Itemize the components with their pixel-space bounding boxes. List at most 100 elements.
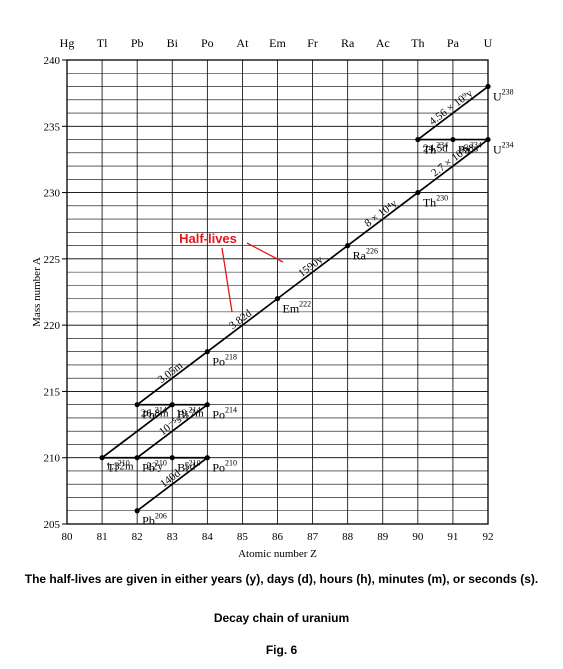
decay-line: [101, 404, 173, 459]
nuclide-label: Th230: [423, 194, 448, 210]
y-tick-label: 220: [44, 320, 61, 332]
annotation-pointer: [246, 242, 284, 263]
y-axis: 205 210 215 220 225 230 235 240: [44, 55, 67, 531]
grid: [67, 60, 488, 524]
nuclide-point: [345, 243, 351, 249]
x-axis: 80 81 82 83 84 85 86 87 88 89 90 91 92: [62, 531, 494, 543]
nuclide-point: [134, 455, 140, 461]
decay-line: [276, 244, 349, 300]
nuclide-label: U234: [493, 141, 514, 157]
half-life-label: 5d: [184, 461, 196, 473]
chart-title: Decay chain of uranium: [213, 611, 350, 625]
x-tick-label: 89: [377, 531, 389, 543]
decay-line: [417, 85, 489, 141]
half-life-label: 22y: [146, 461, 163, 473]
nuclide-label: Po210: [212, 459, 237, 475]
half-life-label: 68s: [463, 143, 478, 155]
x-axis-label: Atomic number Z: [238, 548, 317, 560]
element-label-bi: Bi: [167, 36, 179, 50]
element-label-ra: Ra: [341, 36, 355, 50]
element-label-pb: Pb: [131, 36, 144, 50]
element-label-po: Po: [201, 36, 214, 50]
x-tick-label: 87: [307, 531, 319, 543]
element-label-em: Em: [269, 36, 286, 50]
x-tick-label: 80: [62, 531, 74, 543]
half-life-label: 26.8m: [141, 408, 169, 420]
decay-line: [136, 350, 208, 406]
nuclide-label: Th234: [423, 141, 448, 157]
element-label-ac: Ac: [376, 36, 390, 50]
element-label-hg: Hg: [60, 36, 75, 50]
nuclide-label: Ra226: [353, 247, 378, 263]
decay-paths: [101, 85, 489, 512]
x-tick-label: 91: [447, 531, 458, 543]
chart-note: The half-lives are given in either years…: [24, 572, 539, 586]
nuclide-label: Em222: [283, 300, 312, 316]
decay-line: [347, 191, 419, 247]
element-label-th: Th: [411, 36, 424, 50]
y-tick-label: 240: [44, 55, 61, 67]
nuclide-label: Po214: [212, 406, 237, 422]
y-tick-label: 205: [44, 519, 61, 531]
half-life-label: 1.32m: [106, 461, 134, 473]
half-life-label: 8 × 10⁴y: [362, 197, 400, 230]
nuclide-point: [169, 455, 175, 461]
nuclide-point: [450, 136, 456, 143]
element-label-fr: Fr: [307, 36, 318, 50]
decay-line: [136, 404, 208, 459]
element-label-tl: Tl: [97, 36, 108, 50]
annotation-pointer: [221, 247, 233, 313]
x-tick-label: 86: [272, 531, 284, 543]
decay-line: [206, 297, 279, 353]
x-tick-label: 90: [412, 531, 424, 543]
x-tick-label: 92: [483, 531, 494, 543]
nuclide-point: [134, 402, 140, 408]
nuclide-label: Bi214: [177, 406, 200, 422]
y-tick-label: 225: [44, 254, 61, 266]
y-tick-label: 230: [44, 188, 61, 200]
half-life-label: 19.7m: [176, 408, 204, 420]
y-tick-label: 215: [44, 386, 61, 398]
figure-label: Fig. 6: [265, 643, 298, 657]
y-axis-label: Mass number A: [31, 257, 43, 327]
nuclide-point: [204, 402, 210, 408]
nuclide-label: Pb214: [142, 406, 167, 422]
nuclide-point: [485, 136, 491, 143]
nuclide-point: [99, 455, 105, 461]
nuclide-point: [274, 296, 281, 302]
nuclide-label: Pa234: [458, 141, 482, 157]
x-tick-label: 82: [132, 531, 143, 543]
half-life-label: 24.5d: [423, 143, 448, 155]
nuclide-point: [415, 189, 421, 196]
plot-frame: [66, 59, 489, 525]
nuclide-point: [204, 455, 210, 461]
half-lives-annotation: Half-lives: [179, 231, 284, 313]
nuclide-point: [169, 402, 175, 408]
half-life-label: 3.05m: [156, 359, 186, 386]
nuclide-label: Pb206: [142, 512, 167, 528]
x-tick-label: 83: [167, 531, 179, 543]
half-life-label: 4.56 × 10⁹y: [427, 87, 476, 128]
nuclide-label: U238: [493, 88, 514, 104]
x-tick-label: 81: [97, 531, 108, 543]
nuclide-point: [134, 508, 140, 514]
x-tick-label: 84: [202, 531, 214, 543]
nuclide-point: [485, 83, 491, 90]
half-lives-label: Half-lives: [179, 231, 237, 246]
nuclide-label: Po218: [212, 353, 237, 369]
element-label-at: At: [236, 36, 249, 50]
nuclide-points: U238 Th234 Pa234 U234 Th230 Ra226 Em222 Po218 Pb…: [99, 83, 514, 528]
decay-line: [136, 457, 208, 512]
x-tick-label: 85: [237, 531, 249, 543]
decay-line: [417, 138, 489, 194]
nuclide-point: [204, 349, 210, 355]
y-tick-label: 235: [44, 121, 61, 133]
element-label-u: U: [484, 36, 493, 50]
nuclide-label: Pb210: [142, 459, 167, 475]
nuclide-label: Tl210: [107, 459, 130, 475]
element-symbol-axis: Hg Tl Pb Bi Po At Em Fr Ra Ac Th Pa U: [60, 36, 493, 50]
x-tick-label: 88: [342, 531, 354, 543]
nuclide-point: [415, 136, 421, 143]
y-tick-label: 210: [44, 453, 61, 465]
